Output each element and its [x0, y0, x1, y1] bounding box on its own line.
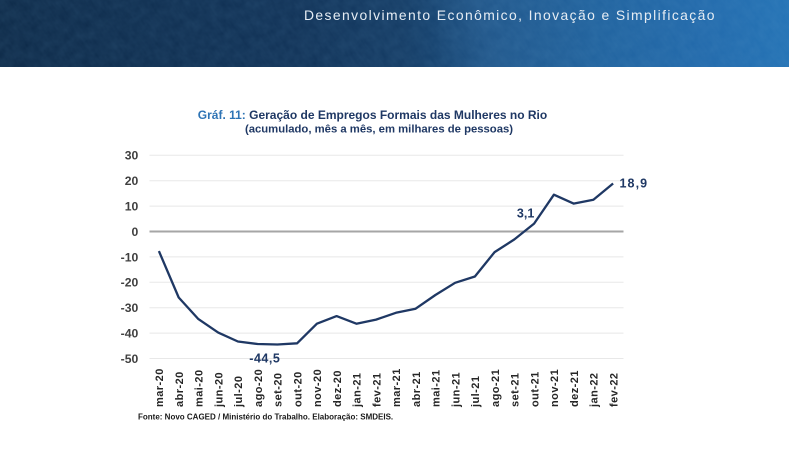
svg-text:10: 10	[125, 200, 139, 214]
svg-text:nov-20: nov-20	[312, 369, 324, 407]
svg-text:(acumulado, mês a mês, em milh: (acumulado, mês a mês, em milhares de pe…	[245, 123, 513, 135]
svg-text:out-21: out-21	[529, 371, 541, 407]
svg-text:mai-21: mai-21	[431, 369, 443, 407]
svg-text:abr-20: abr-20	[174, 371, 186, 407]
svg-text:fev-22: fev-22	[608, 373, 620, 408]
svg-text:ago-21: ago-21	[490, 369, 502, 407]
svg-text:-50: -50	[121, 352, 139, 366]
svg-text:-44,5: -44,5	[249, 351, 280, 365]
svg-text:set-21: set-21	[510, 373, 522, 408]
svg-text:3,1: 3,1	[517, 207, 534, 221]
svg-text:nov-21: nov-21	[549, 369, 561, 407]
svg-text:jun-20: jun-20	[213, 372, 225, 408]
svg-text:18,9: 18,9	[620, 176, 649, 190]
svg-text:20: 20	[125, 174, 139, 188]
svg-text:fev-21: fev-21	[371, 373, 383, 408]
svg-text:out-20: out-20	[292, 371, 304, 407]
svg-text:30: 30	[125, 149, 139, 163]
svg-text:ago-20: ago-20	[253, 369, 265, 407]
svg-text:-10: -10	[121, 250, 139, 264]
svg-text:Fonte: Novo CAGED / Ministéri: Fonte: Novo CAGED / Ministério do Trabal…	[138, 413, 393, 422]
svg-text:mai-20: mai-20	[194, 369, 206, 407]
svg-text:dez-20: dez-20	[332, 370, 344, 407]
svg-text:jul-20: jul-20	[233, 376, 245, 408]
svg-text:jun-21: jun-21	[450, 372, 462, 408]
svg-text:0: 0	[132, 225, 139, 239]
svg-text:jul-21: jul-21	[470, 376, 482, 408]
svg-text:Gráf. 11: Geração de Empregos: Gráf. 11: Geração de Empregos Formais da…	[198, 108, 547, 122]
svg-text:mar-21: mar-21	[391, 368, 403, 407]
svg-text:abr-21: abr-21	[411, 371, 423, 407]
svg-text:-30: -30	[121, 301, 139, 315]
svg-text:dez-21: dez-21	[569, 370, 581, 407]
svg-text:set-20: set-20	[273, 373, 285, 408]
svg-text:-40: -40	[121, 327, 139, 341]
svg-text:mar-20: mar-20	[154, 368, 166, 407]
svg-text:jan-21: jan-21	[352, 373, 364, 409]
svg-text:jan-22: jan-22	[589, 373, 601, 409]
svg-text:-20: -20	[121, 276, 139, 290]
